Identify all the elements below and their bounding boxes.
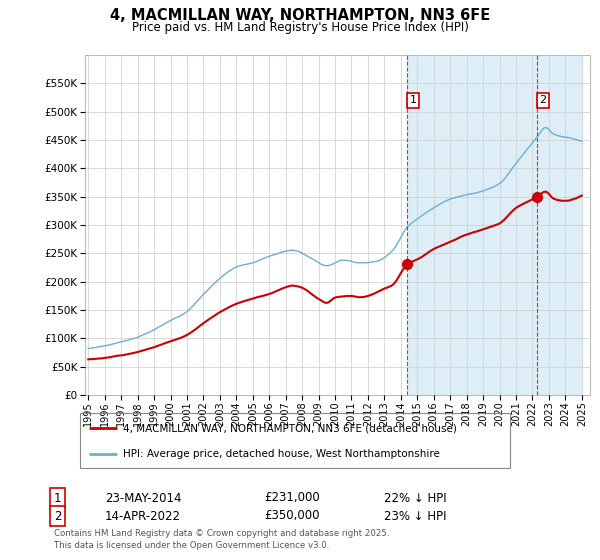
Text: 23% ↓ HPI: 23% ↓ HPI <box>384 510 446 522</box>
Text: HPI: Average price, detached house, West Northamptonshire: HPI: Average price, detached house, West… <box>123 449 440 459</box>
Text: 1: 1 <box>410 95 416 105</box>
Text: Price paid vs. HM Land Registry's House Price Index (HPI): Price paid vs. HM Land Registry's House … <box>131 21 469 34</box>
Text: 4, MACMILLAN WAY, NORTHAMPTON, NN3 6FE: 4, MACMILLAN WAY, NORTHAMPTON, NN3 6FE <box>110 8 490 24</box>
Text: 14-APR-2022: 14-APR-2022 <box>105 510 181 522</box>
Text: 1: 1 <box>54 492 62 505</box>
Text: £350,000: £350,000 <box>264 510 320 522</box>
Text: 23-MAY-2014: 23-MAY-2014 <box>105 492 182 505</box>
Text: 4, MACMILLAN WAY, NORTHAMPTON, NN3 6FE (detached house): 4, MACMILLAN WAY, NORTHAMPTON, NN3 6FE (… <box>123 423 457 433</box>
Text: 2: 2 <box>539 95 547 105</box>
Text: This data is licensed under the Open Government Licence v3.0.: This data is licensed under the Open Gov… <box>54 542 329 550</box>
Text: Contains HM Land Registry data © Crown copyright and database right 2025.: Contains HM Land Registry data © Crown c… <box>54 530 389 539</box>
Text: 22% ↓ HPI: 22% ↓ HPI <box>384 492 446 505</box>
Text: 2: 2 <box>54 510 62 522</box>
Text: £231,000: £231,000 <box>264 492 320 505</box>
